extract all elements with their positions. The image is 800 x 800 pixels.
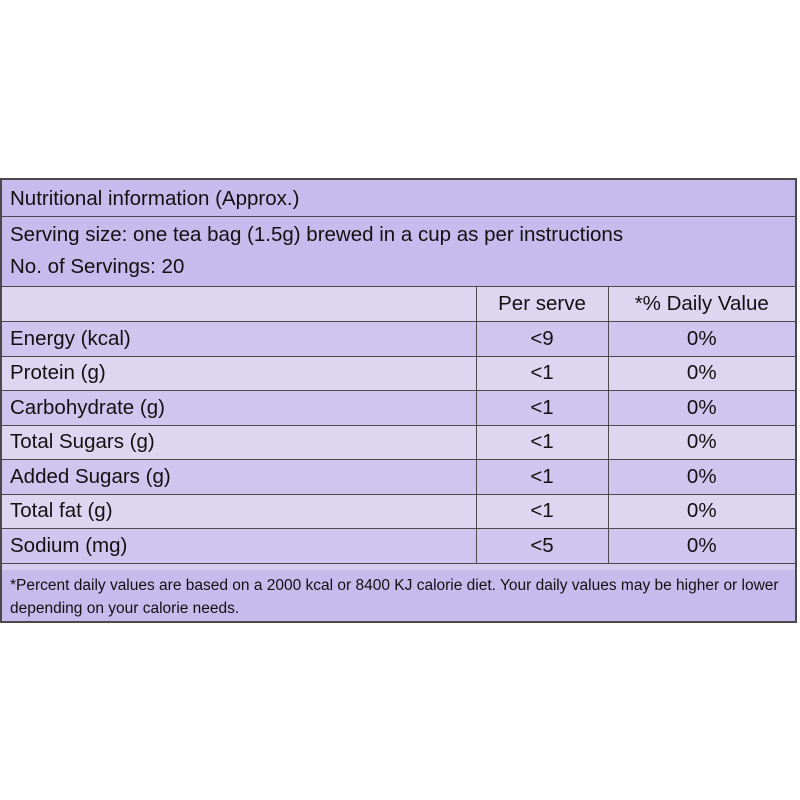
daily-value-footnote: *Percent daily values are based on a 200… xyxy=(2,570,795,621)
table-row: Total fat (g) <1 0% xyxy=(2,494,795,529)
per-serve-value: <9 xyxy=(476,321,609,357)
nutrition-panel: Nutritional information (Approx.) Servin… xyxy=(0,178,797,623)
nutrient-name: Total fat (g) xyxy=(2,494,477,529)
daily-value: 0% xyxy=(608,390,795,426)
per-serve-value: <5 xyxy=(476,528,609,564)
nutrient-name: Total Sugars (g) xyxy=(2,425,477,460)
serving-size-text: Serving size: one tea bag (1.5g) brewed … xyxy=(10,223,624,246)
table-row: Added Sugars (g) <1 0% xyxy=(2,459,795,495)
table-row: Protein (g) <1 0% xyxy=(2,356,795,391)
nutrient-name: Energy (kcal) xyxy=(2,321,477,357)
nutrient-name: Carbohydrate (g) xyxy=(2,390,477,426)
table-row: Sodium (mg) <5 0% xyxy=(2,528,795,564)
table-header-row: Per serve *% Daily Value xyxy=(2,287,795,322)
daily-value: 0% xyxy=(608,528,795,564)
nutrient-name: Added Sugars (g) xyxy=(2,459,477,495)
per-serve-value: <1 xyxy=(476,459,609,495)
nutrition-table: Per serve *% Daily Value Energy (kcal) <… xyxy=(2,287,795,564)
header-per-serve: Per serve xyxy=(476,287,609,322)
per-serve-value: <1 xyxy=(476,390,609,426)
table-row: Total Sugars (g) <1 0% xyxy=(2,425,795,460)
header-daily-value: *% Daily Value xyxy=(608,287,795,322)
daily-value: 0% xyxy=(608,459,795,495)
per-serve-value: <1 xyxy=(476,425,609,460)
nutrient-name: Protein (g) xyxy=(2,356,477,391)
per-serve-value: <1 xyxy=(476,356,609,391)
table-row: Energy (kcal) <9 0% xyxy=(2,321,795,357)
header-nutrient xyxy=(2,287,477,322)
servings-count-text: No. of Servings: 20 xyxy=(10,255,185,278)
table-row: Carbohydrate (g) <1 0% xyxy=(2,390,795,426)
daily-value: 0% xyxy=(608,356,795,391)
nutrient-name: Sodium (mg) xyxy=(2,528,477,564)
daily-value: 0% xyxy=(608,425,795,460)
daily-value: 0% xyxy=(608,321,795,357)
serving-info: Serving size: one tea bag (1.5g) brewed … xyxy=(2,217,795,287)
per-serve-value: <1 xyxy=(476,494,609,529)
daily-value: 0% xyxy=(608,494,795,529)
panel-title: Nutritional information (Approx.) xyxy=(2,180,795,217)
